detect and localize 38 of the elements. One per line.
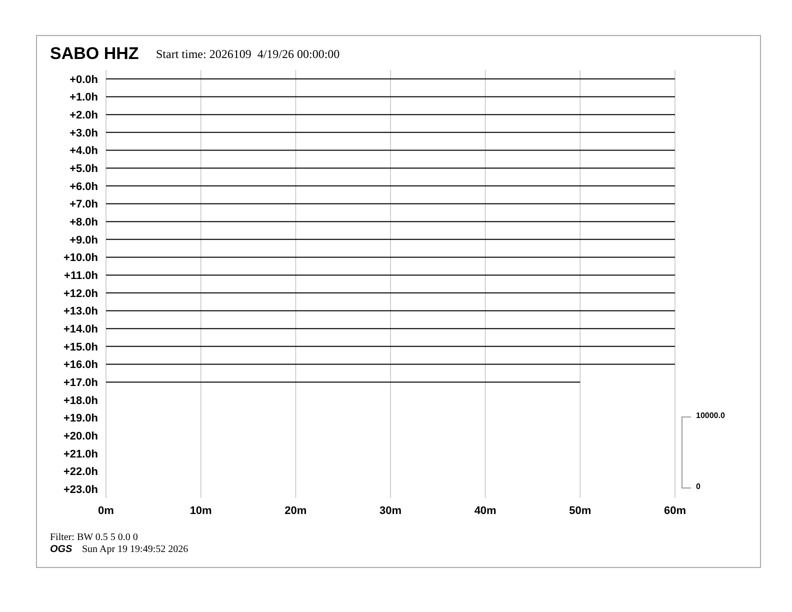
x-tick-label: 60m xyxy=(664,504,686,517)
y-tick-label: +20.0h xyxy=(63,430,98,442)
x-tick-label: 40m xyxy=(474,504,497,517)
y-tick-label: +14.0h xyxy=(63,323,98,336)
y-tick-label: +15.0h xyxy=(63,341,98,354)
y-tick-label: +21.0h xyxy=(63,448,98,460)
text: OGS xyxy=(50,544,72,555)
x-tick-label: 30m xyxy=(379,504,402,517)
y-tick-label: +16.0h xyxy=(63,359,98,372)
text: Sun Apr 19 19:49:52 2026 xyxy=(82,544,188,555)
y-tick-label: +8.0h xyxy=(70,216,98,228)
x-tick-label: 50m xyxy=(569,504,592,517)
y-tick-label: +3.0h xyxy=(70,127,98,140)
text: 10000.0 xyxy=(696,411,725,420)
y-tick-label: +9.0h xyxy=(70,234,98,246)
x-tick-label: 20m xyxy=(284,504,307,517)
y-tick-label: +2.0h xyxy=(70,109,98,122)
y-tick-label: +6.0h xyxy=(70,180,98,193)
y-tick-label: +5.0h xyxy=(70,162,98,175)
y-tick-label: +12.0h xyxy=(63,288,98,300)
y-tick-label: +10.0h xyxy=(63,252,98,264)
x-tick-label: 10m xyxy=(190,504,212,517)
y-tick-label: +13.0h xyxy=(63,306,98,318)
y-tick-label: +22.0h xyxy=(63,466,98,478)
y-tick-label: +18.0h xyxy=(63,394,98,407)
y-tick-label: +7.0h xyxy=(70,198,98,211)
y-tick-label: +1.0h xyxy=(70,92,98,104)
text: 0 xyxy=(696,482,700,491)
y-tick-label: +4.0h xyxy=(70,145,98,158)
y-tick-label: +19.0h xyxy=(63,412,98,425)
y-tick-label: +23.0h xyxy=(63,484,98,496)
y-tick-label: +0.0h xyxy=(70,74,98,86)
chart-subtitle: Start time: 2026109 4/19/26 00:00:00 xyxy=(156,47,340,62)
text: Filter: BW 0.5 5 0.0 0 xyxy=(50,532,138,543)
x-tick-label: 0m xyxy=(98,504,114,517)
y-tick-label: +11.0h xyxy=(64,270,98,282)
y-tick-label: +17.0h xyxy=(63,376,98,389)
chart-title: SABO HHZ xyxy=(50,44,139,64)
